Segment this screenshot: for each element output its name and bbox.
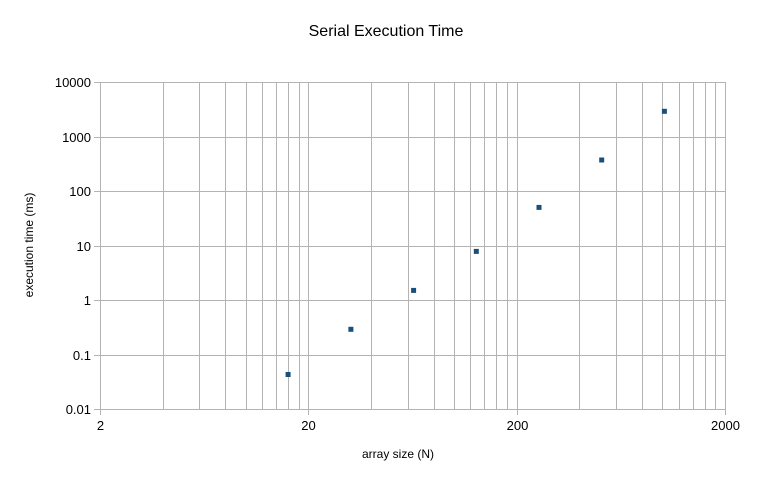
y-tick-label: 0.1: [73, 348, 91, 363]
x-tick-label: 20: [301, 418, 315, 433]
y-tick-label: 100: [69, 184, 91, 199]
y-tick-label: 1: [84, 293, 91, 308]
grid-lines: [100, 82, 726, 410]
x-axis-ticks: 2 20 200 2000: [97, 409, 740, 433]
data-point: [285, 372, 291, 377]
y-tick-label: 1000: [62, 130, 91, 145]
y-tick-label: 10000: [55, 75, 91, 90]
y-axis-label: execution time (ms): [22, 193, 36, 298]
data-point: [473, 248, 479, 254]
data-point: [661, 108, 667, 114]
y-tick-label: 0.01: [66, 402, 91, 417]
x-tick-label: 200: [507, 418, 529, 433]
data-point: [599, 157, 605, 163]
y-axis-ticks: 0.01 0.1 1 10 100 1000 10000: [55, 75, 100, 417]
data-point: [536, 204, 542, 210]
y-tick-label: 10: [77, 239, 91, 254]
data-point: [411, 287, 417, 293]
data-points: [285, 108, 667, 377]
x-axis-label: array size (N): [362, 447, 434, 461]
data-point: [348, 326, 354, 332]
chart-title: Serial Execution Time: [309, 23, 464, 40]
x-tick-label: 2000: [711, 418, 740, 433]
x-tick-label: 2: [97, 418, 104, 433]
